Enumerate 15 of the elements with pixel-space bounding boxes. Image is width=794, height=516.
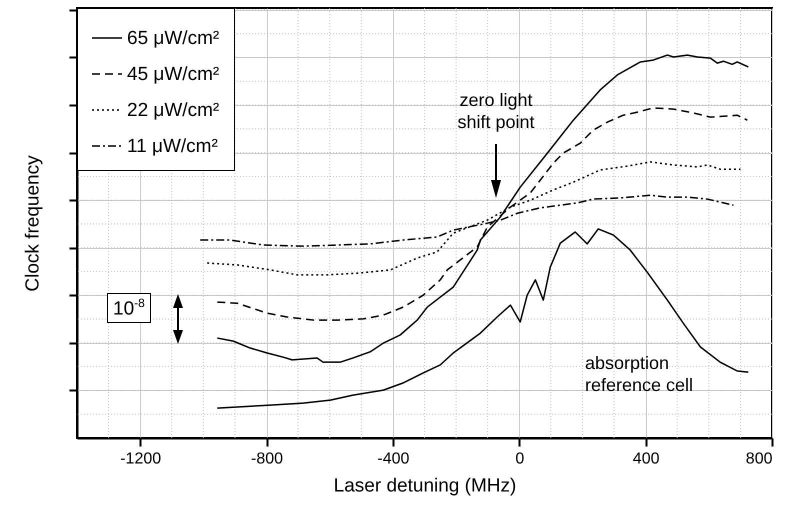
legend-label: 45 μW/cm²: [127, 64, 220, 85]
annotation: absorption reference cell: [585, 353, 694, 395]
x-tick-label: -1200: [120, 450, 162, 468]
x-tick-label: 800: [746, 450, 773, 468]
annotation: 10$^{-8}$: [107, 293, 151, 324]
x-tick-label: -400: [377, 450, 410, 468]
legend-label: 11 μW/cm²: [127, 136, 218, 157]
x-tick-label: 0: [515, 450, 524, 468]
legend-label: 22 μW/cm²: [127, 100, 220, 121]
legend-label: 65 μW/cm²: [127, 28, 220, 49]
x-tick-label: -800: [251, 450, 284, 468]
annotation: zero light shift point: [457, 90, 535, 132]
x-axis-title: Laser detuning (MHz): [334, 476, 516, 496]
x-tick-label: 400: [632, 450, 660, 468]
y-axis-title: Clock frequency: [22, 154, 44, 292]
